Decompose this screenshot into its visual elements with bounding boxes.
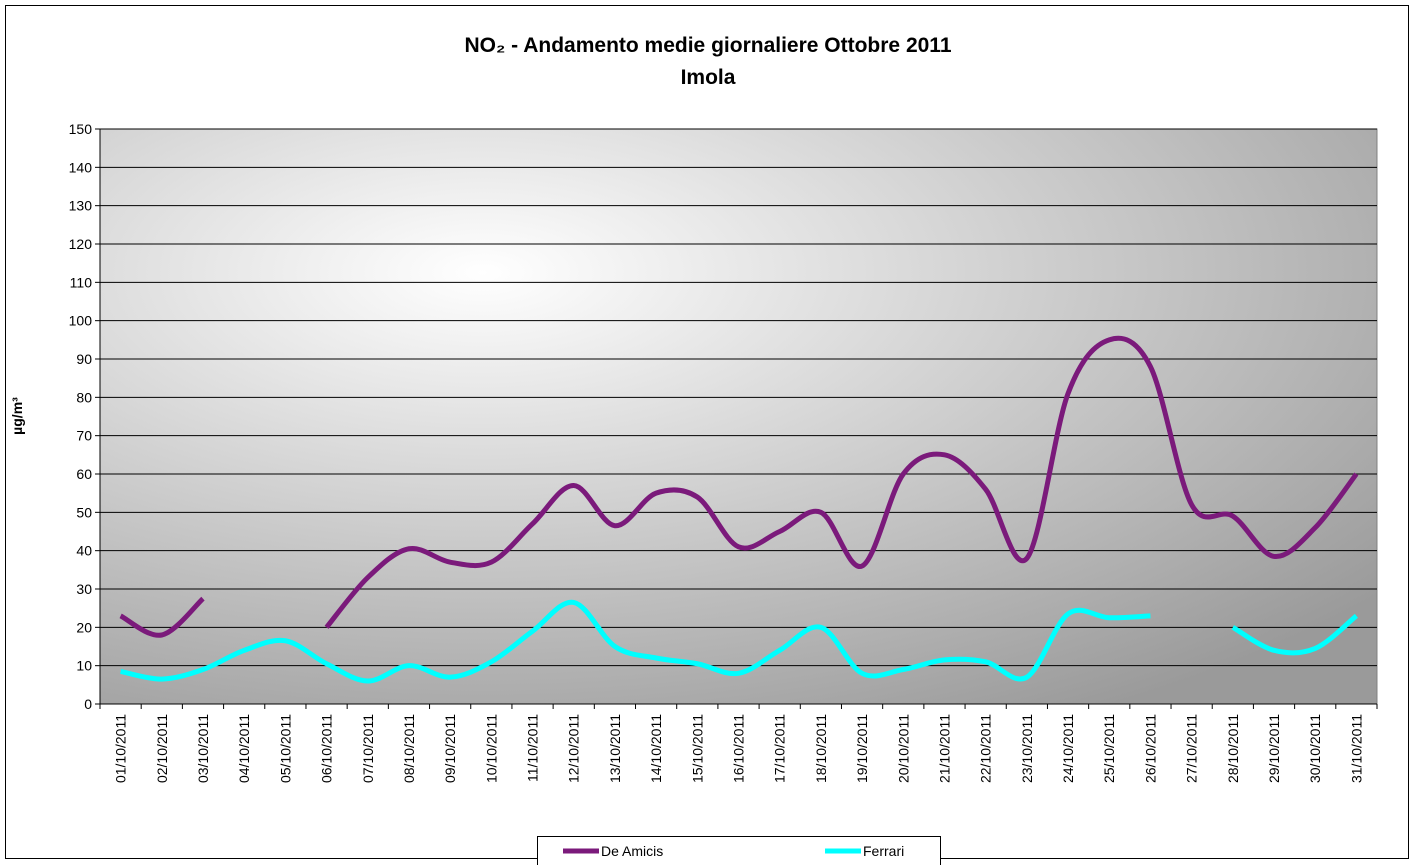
y-axis-label: µg/m³: [9, 397, 25, 435]
y-tick-label: 70: [76, 428, 92, 444]
legend-label: De Amicis: [601, 843, 663, 859]
legend-box: [537, 836, 941, 865]
y-tick-label: 130: [69, 198, 93, 214]
x-tick-label: 15/10/2011: [689, 714, 705, 783]
x-tick-label: 25/10/2011: [1101, 714, 1117, 783]
x-tick-label: 31/10/2011: [1348, 714, 1364, 783]
x-tick-label: 26/10/2011: [1142, 714, 1158, 783]
y-tick-label: 30: [76, 581, 92, 597]
y-tick-label: 140: [69, 159, 93, 175]
x-tick-label: 11/10/2011: [525, 714, 541, 782]
x-tick-label: 13/10/2011: [607, 714, 623, 783]
x-tick-label: 22/10/2011: [978, 714, 994, 783]
x-tick-label: 21/10/2011: [936, 714, 952, 783]
y-tick-label: 60: [76, 466, 92, 482]
x-tick-label: 05/10/2011: [277, 714, 293, 783]
y-tick-label: 150: [69, 121, 93, 137]
x-tick-label: 30/10/2011: [1307, 714, 1323, 783]
x-tick-label: 04/10/2011: [236, 714, 252, 783]
x-tick-label: 28/10/2011: [1225, 714, 1241, 783]
y-tick-label: 90: [76, 351, 92, 367]
x-tick-label: 10/10/2011: [483, 714, 499, 783]
x-tick-label: 23/10/2011: [1019, 714, 1035, 783]
x-tick-label: 17/10/2011: [772, 714, 788, 783]
y-tick-label: 110: [70, 274, 93, 290]
legend-label: Ferrari: [863, 843, 904, 859]
chart-subtitle: Imola: [681, 66, 736, 89]
x-tick-label: 20/10/2011: [895, 714, 911, 783]
data-line: [120, 599, 1359, 684]
x-tick-label: 09/10/2011: [442, 714, 458, 783]
y-tick-label: 40: [76, 543, 92, 559]
x-tick-label: 01/10/2011: [113, 714, 129, 783]
x-tick-label: 24/10/2011: [1060, 714, 1076, 783]
x-tick-label: 02/10/2011: [154, 714, 170, 783]
y-tick-label: 100: [69, 313, 93, 329]
y-tick-label: 80: [76, 389, 92, 405]
chart-title: NO₂ - Andamento medie giornaliere Ottobr…: [465, 34, 952, 57]
x-tick-label: 27/10/2011: [1184, 714, 1200, 783]
x-tick-label: 29/10/2011: [1266, 714, 1282, 783]
y-tick-label: 20: [76, 619, 92, 635]
x-tick-label: 06/10/2011: [319, 714, 335, 783]
x-tick-label: 08/10/2011: [401, 714, 417, 783]
plot-area: [99, 128, 1378, 705]
y-tick-label: 50: [76, 504, 92, 520]
x-tick-label: 12/10/2011: [566, 714, 582, 783]
y-tick-label: 0: [84, 696, 92, 712]
x-tick-label: 19/10/2011: [854, 714, 870, 783]
data-line: [119, 335, 1359, 638]
y-tick-label: 120: [69, 236, 93, 252]
x-tick-label: 14/10/2011: [648, 714, 664, 783]
x-tick-label: 07/10/2011: [360, 714, 376, 783]
x-tick-label: 18/10/2011: [813, 714, 829, 783]
x-tick-label: 16/10/2011: [731, 714, 747, 783]
y-tick-label: 10: [76, 658, 92, 674]
x-tick-label: 03/10/2011: [195, 714, 211, 783]
